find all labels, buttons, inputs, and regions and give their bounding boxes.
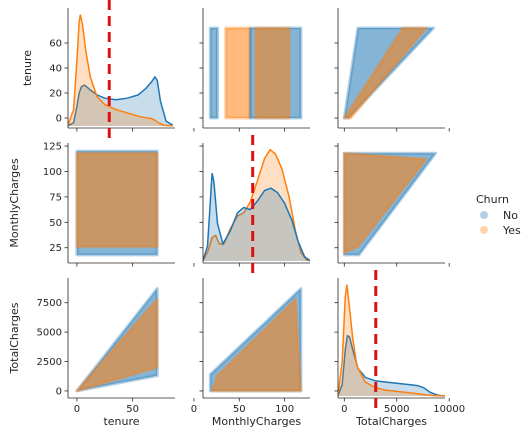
y-tick-label: 5000: [37, 328, 62, 339]
scatter-cloud-no-1: [208, 26, 219, 120]
panel-TotalCharges-vs-tenure: [64, 278, 175, 402]
y-tick-label: 60: [49, 39, 62, 50]
kde-line-tenure-no: [68, 75, 174, 127]
legend-label-no: No: [503, 209, 518, 222]
legend-label-yes: Yes: [502, 224, 521, 237]
x-tick-label: 0: [191, 404, 197, 415]
y-tick-label: 2500: [37, 357, 62, 368]
scatter-cloud-yes-2: [75, 297, 159, 393]
scatter-cloud-yes-2: [75, 151, 159, 249]
scatter-cloud-yes-2: [342, 26, 428, 120]
scatter-cloud-yes-2: [224, 26, 252, 120]
kde-line-TotalCharges-no: [338, 334, 445, 397]
panel-tenure-vs-TotalCharges: [334, 8, 450, 132]
panel-MonthlyCharges-vs-tenure: [64, 143, 175, 267]
y-axis-label-TotalCharges: TotalCharges: [8, 302, 21, 374]
kde-area-TotalCharges-yes: [338, 284, 445, 396]
y-tick-label: 20: [49, 89, 62, 100]
y-tick-label: 125: [43, 142, 62, 153]
x-axis-label-TotalCharges: TotalCharges: [355, 415, 427, 428]
panel-MonthlyCharges-vs-MonthlyCharges: [193, 143, 310, 267]
kde-line-MonthlyCharges-no: [203, 173, 310, 262]
y-tick-label: 0: [56, 114, 62, 125]
scatter-cloud-yes-2: [342, 151, 428, 255]
x-tick-label: 10000: [433, 404, 465, 415]
x-tick-label: 0: [341, 404, 347, 415]
y-tick-label: 0: [56, 386, 62, 397]
scatter-cloud-yes-4: [254, 26, 291, 120]
scatter-cloud-yes-2: [210, 297, 303, 393]
y-axis-label-MonthlyCharges: MonthlyCharges: [8, 158, 21, 248]
kde-line-TotalCharges-yes: [338, 284, 445, 397]
x-tick-label: 100: [275, 404, 294, 415]
legend-marker-yes: [480, 226, 488, 234]
x-tick-label: 50: [233, 404, 246, 415]
kde-line-tenure-yes: [68, 14, 173, 127]
kde-area-tenure-no: [68, 76, 173, 126]
x-tick-label: 50: [126, 404, 139, 415]
panel-tenure-vs-MonthlyCharges: [193, 8, 310, 132]
y-tick-label: 75: [49, 192, 62, 203]
x-tick-label: 0: [74, 404, 80, 415]
kde-area-MonthlyCharges-no: [203, 173, 310, 261]
legend-marker-no: [480, 211, 488, 219]
panel-MonthlyCharges-vs-TotalCharges: [334, 143, 450, 267]
panel-TotalCharges-vs-TotalCharges: [334, 278, 450, 402]
kde-area-tenure-yes: [68, 14, 173, 127]
x-axis-label-tenure: tenure: [103, 415, 139, 428]
legend-title: Churn: [476, 193, 509, 206]
y-tick-label: 50: [49, 218, 62, 229]
y-tick-label: 100: [43, 167, 62, 178]
x-tick-label: 5000: [384, 404, 409, 415]
x-axis-label-MonthlyCharges: MonthlyCharges: [212, 415, 302, 428]
panel-tenure-vs-tenure: [64, 8, 175, 132]
panel-TotalCharges-vs-MonthlyCharges: [193, 278, 310, 402]
y-tick-label: 40: [49, 64, 62, 75]
y-tick-label: 7500: [37, 298, 62, 309]
legend: Churn No Yes: [476, 193, 521, 237]
y-axis-label-tenure: tenure: [21, 50, 34, 86]
y-tick-label: 25: [49, 243, 62, 254]
